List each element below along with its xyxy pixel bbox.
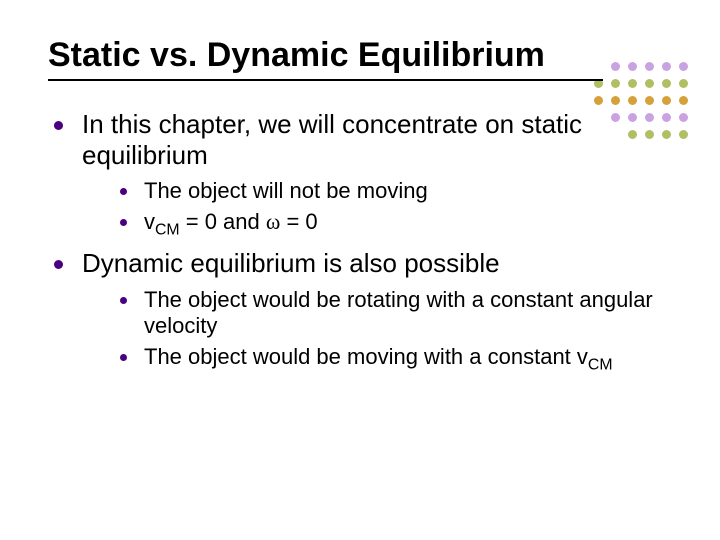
list-item: In this chapter, we will concentrate on … (48, 109, 672, 240)
dot-icon (662, 96, 671, 105)
bullet-text-part: The object would be moving with a consta… (144, 344, 588, 369)
dot-icon (611, 96, 620, 105)
bullet-text-part: v (144, 209, 155, 234)
subscript: CM (155, 222, 180, 239)
dots-row (578, 96, 688, 105)
omega-symbol: ω (266, 209, 280, 234)
subscript: CM (588, 357, 613, 374)
dot-icon (679, 62, 688, 71)
bullet-text: Dynamic equilibrium is also possible (82, 248, 500, 278)
dot-icon (628, 96, 637, 105)
list-item: Dynamic equilibrium is also possible The… (48, 248, 672, 375)
bullet-text: The object will not be moving (144, 178, 428, 203)
bullet-text: The object would be rotating with a cons… (144, 287, 653, 339)
bullet-text: In this chapter, we will concentrate on … (82, 109, 582, 170)
dot-icon (645, 96, 654, 105)
bullet-text-part: = 0 (280, 209, 317, 234)
title-underline (48, 79, 603, 81)
bullet-list-level1: In this chapter, we will concentrate on … (48, 109, 672, 375)
list-item: The object would be rotating with a cons… (114, 287, 672, 341)
slide: Static vs. Dynamic Equilibrium In this c… (0, 0, 720, 540)
list-item: The object will not be moving (114, 178, 672, 205)
bullet-list-level2: The object will not be moving vCM = 0 an… (82, 178, 672, 240)
dot-icon (594, 96, 603, 105)
list-item: The object would be moving with a consta… (114, 344, 672, 375)
dot-icon (679, 130, 688, 139)
title-wrap: Static vs. Dynamic Equilibrium (48, 36, 672, 81)
dot-icon (679, 113, 688, 122)
dot-icon (679, 79, 688, 88)
bullet-list-level2: The object would be rotating with a cons… (82, 287, 672, 375)
bullet-text-part: = 0 and (180, 209, 266, 234)
slide-title: Static vs. Dynamic Equilibrium (48, 36, 672, 81)
dot-icon (679, 96, 688, 105)
list-item: vCM = 0 and ω = 0 (114, 209, 672, 240)
content-area: In this chapter, we will concentrate on … (48, 109, 672, 375)
